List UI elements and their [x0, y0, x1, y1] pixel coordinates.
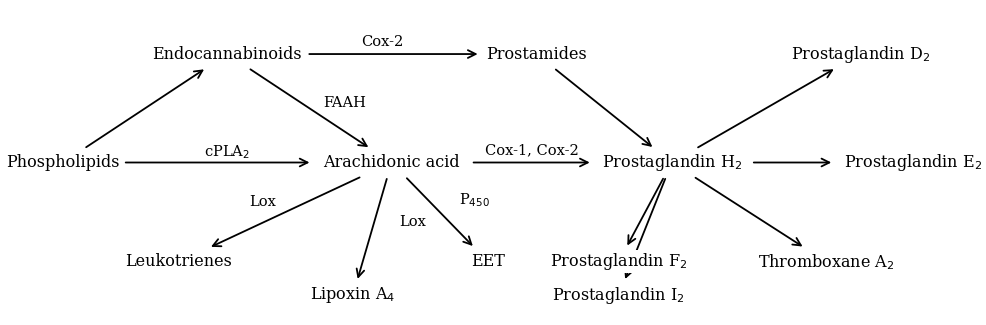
Text: Prostaglandin I$_2$: Prostaglandin I$_2$ [552, 285, 685, 306]
Text: Leukotrienes: Leukotrienes [125, 253, 233, 270]
Text: Cox-1, Cox-2: Cox-1, Cox-2 [485, 143, 579, 157]
Text: P$_{450}$: P$_{450}$ [459, 191, 490, 209]
Text: Prostaglandin H$_2$: Prostaglandin H$_2$ [601, 152, 741, 173]
Text: Prostaglandin E$_2$: Prostaglandin E$_2$ [844, 152, 982, 173]
Text: Lox: Lox [249, 195, 276, 209]
Text: FAAH: FAAH [323, 96, 366, 110]
Text: Phospholipids: Phospholipids [6, 154, 119, 171]
Text: Lipoxin A$_4$: Lipoxin A$_4$ [311, 285, 395, 306]
Text: Prostaglandin D$_2$: Prostaglandin D$_2$ [791, 44, 930, 65]
Text: Arachidonic acid: Arachidonic acid [323, 154, 459, 171]
Text: EET: EET [471, 253, 505, 270]
Text: Cox-2: Cox-2 [361, 35, 403, 49]
Text: Prostaglandin F$_2$: Prostaglandin F$_2$ [550, 251, 687, 272]
Text: Endocannabinoids: Endocannabinoids [153, 46, 302, 62]
Text: cPLA$_2$: cPLA$_2$ [204, 143, 250, 161]
Text: Thromboxane A$_2$: Thromboxane A$_2$ [758, 252, 894, 272]
Text: Lox: Lox [399, 215, 426, 229]
Text: Prostamides: Prostamides [486, 46, 587, 62]
